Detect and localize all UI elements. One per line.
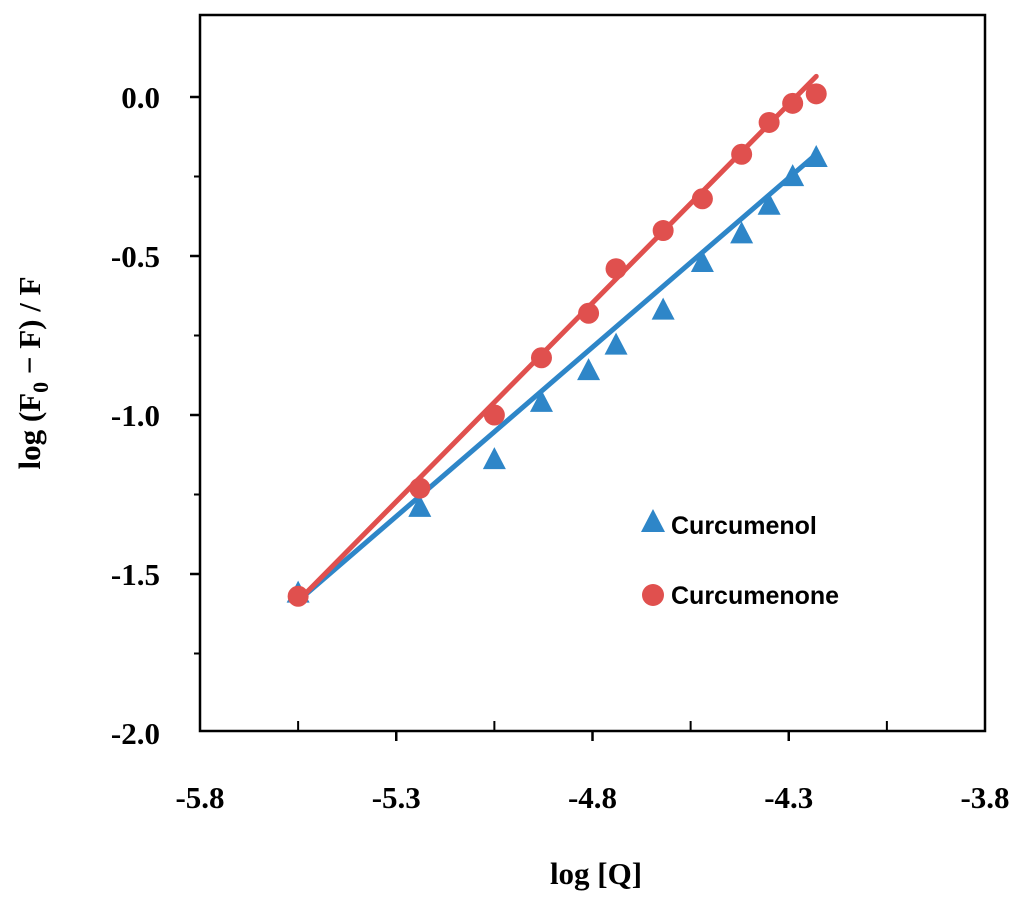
data-point-curcumenol — [604, 332, 628, 355]
svg-text:Curcumenone: Curcumenone — [671, 582, 839, 610]
x-tick-label: -5.3 — [372, 780, 421, 815]
y-axis-title-subscript: 0 — [28, 382, 53, 393]
fit-lines — [295, 73, 819, 604]
axis-ticks — [190, 95, 888, 741]
x-axis-title: log [Q] — [550, 856, 642, 891]
data-point-curcumenone — [605, 258, 627, 280]
y-tick-labels: 0.0 -0.5 -1.0 -1.5 -2.0 — [111, 80, 160, 751]
data-point-curcumenol — [529, 389, 553, 412]
y-tick-label: -0.5 — [111, 239, 160, 274]
data-point-curcumenone — [287, 585, 309, 607]
fit-line-curcumenone — [295, 73, 819, 604]
data-point-curcumenol — [690, 249, 714, 272]
y-tick-label: -1.5 — [111, 557, 160, 592]
x-tick-labels: -5.8 -5.3 -4.8 -4.3 -3.8 — [175, 780, 1009, 815]
data-point-curcumenol — [577, 358, 601, 381]
x-tick-label: -4.8 — [568, 780, 617, 815]
legend-item-curcumenol: Curcumenol — [641, 509, 817, 540]
data-point-curcumenone — [483, 404, 505, 426]
data-point-curcumenol — [651, 297, 675, 320]
data-point-curcumenone — [578, 302, 600, 324]
data-point-curcumenol — [730, 221, 754, 244]
y-tick-label: -1.0 — [111, 398, 160, 433]
legend-marker-curcumenone — [642, 584, 664, 606]
data-point-curcumenol — [781, 164, 805, 187]
x-tick-label: -5.8 — [175, 780, 224, 815]
x-tick-label: -4.3 — [764, 780, 813, 815]
data-point-curcumenone — [530, 347, 552, 369]
data-point-curcumenone — [652, 220, 674, 242]
data-point-curcumenone — [805, 83, 827, 105]
y-tick-label: 0.0 — [121, 80, 160, 115]
svg-text:Curcumenol: Curcumenol — [671, 512, 817, 540]
data-point-curcumenone — [731, 143, 753, 165]
data-point-curcumenone — [782, 92, 804, 114]
data-point-curcumenol — [757, 192, 781, 215]
fit-line-curcumenol — [295, 151, 819, 604]
data-point-curcumenol — [482, 447, 506, 470]
x-tick-label: -3.8 — [960, 780, 1009, 815]
data-points — [286, 83, 828, 607]
data-point-curcumenone — [409, 477, 431, 499]
legend-marker-curcumenol — [641, 509, 665, 533]
legend: Curcumenol Curcumenone — [641, 509, 839, 610]
data-point-curcumenol — [804, 145, 828, 168]
data-point-curcumenone — [691, 188, 713, 210]
y-axis-title: log (F0 − F) / F — [12, 276, 53, 469]
y-tick-label: -2.0 — [111, 716, 160, 751]
data-point-curcumenol — [408, 494, 432, 517]
data-point-curcumenone — [758, 111, 780, 133]
legend-item-curcumenone: Curcumenone — [642, 582, 839, 610]
